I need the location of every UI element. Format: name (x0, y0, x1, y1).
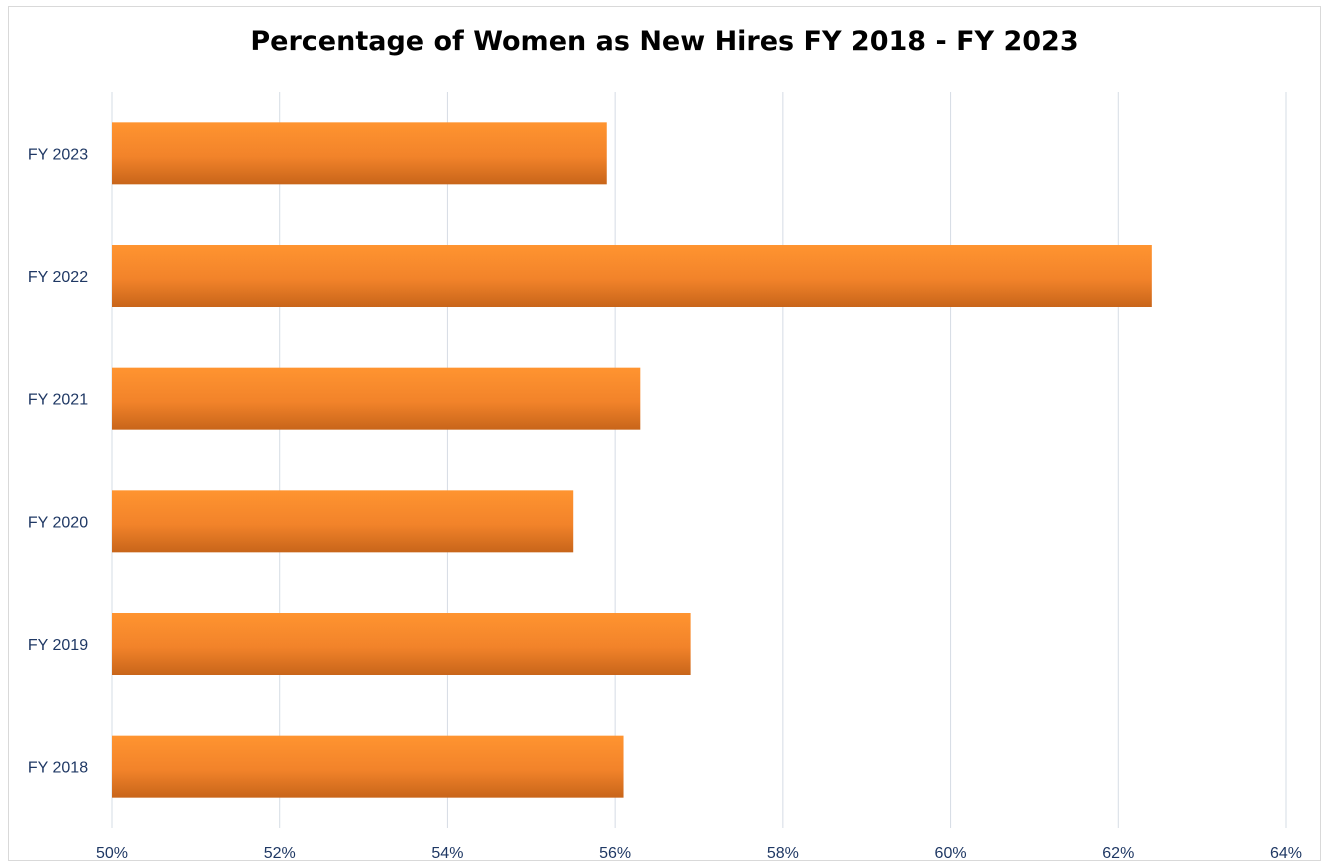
category-label: FY 2020 (28, 514, 88, 531)
category-label: FY 2019 (28, 637, 88, 654)
x-tick-label: 58% (767, 845, 799, 862)
x-axis-labels: 50% 52% 54% 56% 58% 60% 62% 64% (96, 845, 1302, 862)
category-label: FY 2021 (28, 392, 88, 409)
category-label: FY 2018 (28, 760, 88, 777)
x-tick-label: 54% (431, 845, 463, 862)
x-tick-label: 50% (96, 845, 128, 862)
bar (112, 613, 691, 675)
bar (112, 245, 1152, 307)
y-axis-labels: FY 2023 FY 2022 FY 2021 FY 2020 FY 2019 FY 20… (28, 146, 88, 776)
category-label: FY 2022 (28, 269, 88, 286)
category-label: FY 2023 (28, 146, 88, 163)
bar (112, 490, 574, 553)
x-tick-label: 56% (599, 845, 631, 862)
bar (112, 735, 624, 798)
x-tick-label: 62% (1102, 845, 1134, 862)
x-tick-label: 52% (264, 845, 296, 862)
gridlines (111, 92, 1287, 828)
x-tick-label: 64% (1270, 845, 1302, 862)
x-tick-label: 60% (935, 845, 967, 862)
chart-title: Percentage of Women as New Hires FY 2018… (250, 26, 1079, 57)
bar (112, 367, 641, 430)
bars (112, 122, 1152, 798)
bar (112, 122, 607, 185)
